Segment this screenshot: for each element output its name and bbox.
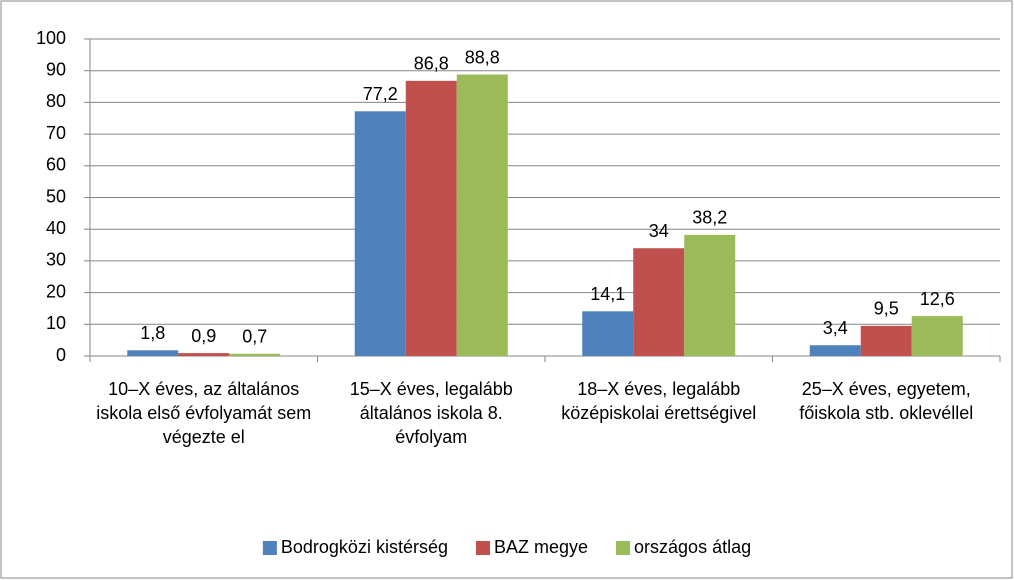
y-tick-label: 70 (46, 123, 66, 143)
x-tick-label: 25–X éves, egyetem, főiskola stb. oklevél… (799, 379, 973, 423)
legend-swatch (475, 541, 490, 555)
data-label: 0,9 (191, 326, 216, 346)
bar (354, 111, 406, 356)
data-label: 12,6 (920, 289, 955, 309)
y-tick-label: 60 (46, 155, 66, 175)
data-label: 0,7 (242, 327, 267, 347)
data-label: 34 (649, 221, 669, 241)
bar (127, 350, 179, 356)
bar (582, 311, 634, 356)
legend-label: BAZ megye (494, 537, 588, 557)
data-label: 1,8 (140, 323, 165, 343)
legend-swatch (262, 541, 277, 555)
data-label: 38,2 (692, 208, 727, 228)
data-label: 3,4 (823, 318, 848, 338)
y-tick-label: 20 (46, 281, 66, 301)
bar (684, 234, 736, 356)
bar (456, 74, 508, 356)
x-tick-label: 18–X éves, legalább középiskolai érettség… (561, 379, 756, 423)
bar (809, 345, 861, 356)
bar (633, 248, 685, 356)
y-tick-label: 90 (46, 59, 66, 79)
y-tick-label: 0 (56, 345, 66, 365)
bar (911, 316, 963, 356)
y-tick-label: 10 (46, 313, 66, 333)
bar (860, 325, 912, 356)
data-label: 88,8 (465, 47, 500, 67)
x-tick-label: 15–X éves, legalább általános iskola 8. év… (350, 379, 513, 447)
legend-swatch (616, 541, 631, 555)
y-tick-label: 80 (46, 91, 66, 111)
data-label: 14,1 (590, 284, 625, 304)
y-tick-label: 40 (46, 218, 66, 238)
data-label: 77,2 (363, 84, 398, 104)
legend-label: országos átlag (634, 537, 751, 557)
y-tick-label: 50 (46, 186, 66, 206)
y-tick-label: 30 (46, 250, 66, 270)
x-tick-label: 10–X éves, az általános iskola első évfol… (96, 379, 311, 447)
y-tick-label: 100 (36, 28, 66, 48)
bar (178, 353, 230, 356)
legend-label: Bodrogközi kistérség (281, 537, 448, 557)
bar (229, 353, 281, 356)
bar (405, 80, 457, 357)
data-label: 9,5 (874, 299, 899, 319)
data-label: 86,8 (414, 54, 449, 74)
